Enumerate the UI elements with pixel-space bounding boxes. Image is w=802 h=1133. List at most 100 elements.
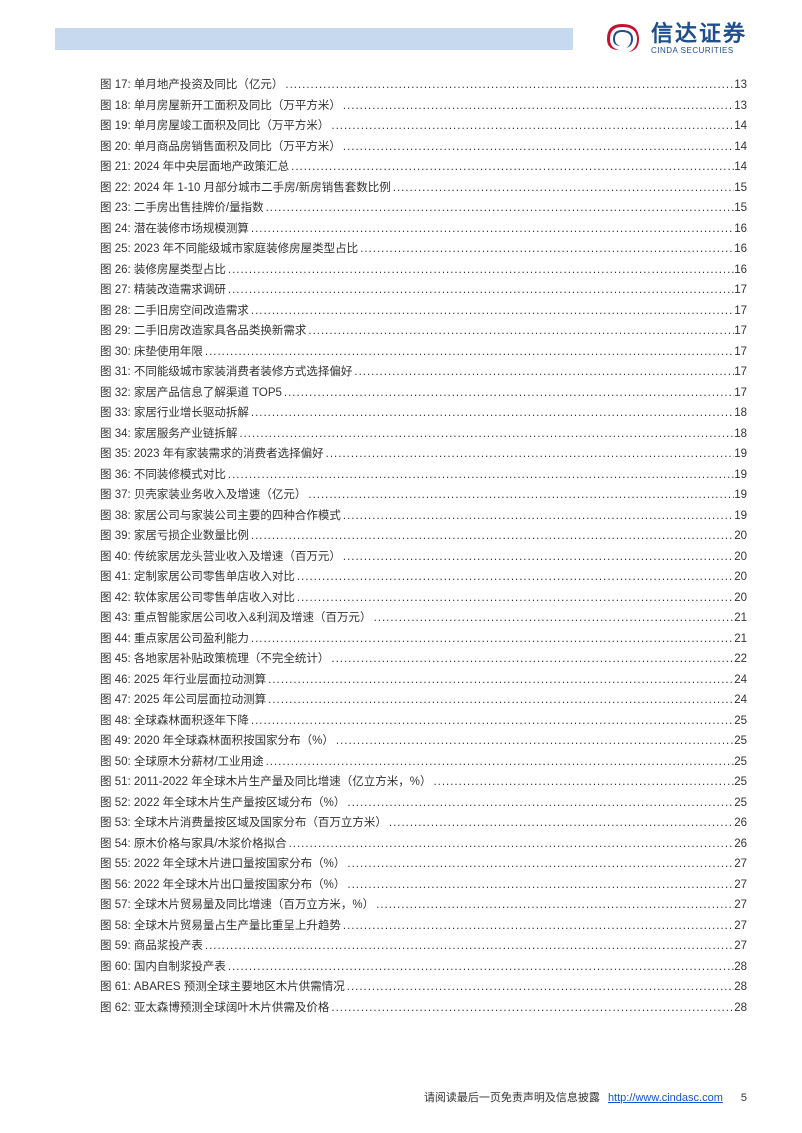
toc-leader-dots: ........................................… bbox=[237, 424, 734, 445]
toc-title: 全球木片贸易量及同比增速（百万立方米，%） bbox=[134, 895, 374, 916]
toc-figure-number: 图 52: bbox=[100, 793, 134, 814]
toc-figure-number: 图 61: bbox=[100, 977, 134, 998]
toc-page-number: 22 bbox=[734, 649, 747, 670]
toc-figure-number: 图 43: bbox=[100, 608, 134, 629]
toc-leader-dots: ........................................… bbox=[341, 96, 734, 117]
toc-page-number: 25 bbox=[734, 731, 747, 752]
toc-page-number: 27 bbox=[734, 875, 747, 896]
toc-title: 软体家居公司零售单店收入对比 bbox=[134, 588, 295, 609]
toc-title: 2022 年全球木片进口量按国家分布（%） bbox=[134, 854, 346, 875]
toc-figure-number: 图 18: bbox=[100, 96, 134, 117]
toc-page-number: 26 bbox=[734, 834, 747, 855]
toc-title: ABARES 预测全球主要地区木片供需情况 bbox=[134, 977, 345, 998]
toc-figure-number: 图 25: bbox=[100, 239, 134, 260]
toc-leader-dots: ........................................… bbox=[341, 506, 734, 527]
toc-leader-dots: ........................................… bbox=[249, 711, 734, 732]
toc-figure-number: 图 20: bbox=[100, 137, 134, 158]
toc-page-number: 17 bbox=[734, 321, 747, 342]
toc-leader-dots: ........................................… bbox=[282, 383, 734, 404]
toc-page-number: 13 bbox=[734, 75, 747, 96]
toc-leader-dots: ........................................… bbox=[345, 875, 734, 896]
toc-leader-dots: ........................................… bbox=[334, 731, 734, 752]
toc-leader-dots: ........................................… bbox=[329, 116, 734, 137]
toc-entry: 图 26: 装修房屋类型占比..........................… bbox=[100, 260, 747, 281]
toc-title: 单月房屋新开工面积及同比（万平方米） bbox=[134, 96, 341, 117]
toc-page-number: 25 bbox=[734, 711, 747, 732]
toc-title: 全球森林面积逐年下降 bbox=[134, 711, 249, 732]
toc-leader-dots: ........................................… bbox=[226, 465, 734, 486]
toc-page-number: 19 bbox=[734, 444, 747, 465]
toc-page-number: 21 bbox=[734, 629, 747, 650]
toc-leader-dots: ........................................… bbox=[226, 280, 734, 301]
toc-entry: 图 42: 软体家居公司零售单店收入对比....................… bbox=[100, 588, 747, 609]
toc-leader-dots: ........................................… bbox=[287, 834, 735, 855]
toc-title: 国内自制浆投产表 bbox=[134, 957, 226, 978]
toc-page-number: 25 bbox=[734, 793, 747, 814]
toc-leader-dots: ........................................… bbox=[295, 588, 734, 609]
toc-figure-number: 图 54: bbox=[100, 834, 134, 855]
toc-title: 二手房出售挂牌价/量指数 bbox=[134, 198, 264, 219]
toc-entry: 图 60: 国内自制浆投产表..........................… bbox=[100, 957, 747, 978]
toc-entry: 图 47: 2025 年公司层面拉动测算....................… bbox=[100, 690, 747, 711]
toc-leader-dots: ........................................… bbox=[329, 998, 734, 1019]
toc-entry: 图 40: 传统家居龙头营业收入及增速（百万元）................… bbox=[100, 547, 747, 568]
toc-figure-number: 图 29: bbox=[100, 321, 134, 342]
toc-title: 床垫使用年限 bbox=[134, 342, 203, 363]
footer-url[interactable]: http://www.cindasc.com bbox=[608, 1092, 723, 1104]
toc-page-number: 15 bbox=[734, 198, 747, 219]
toc-leader-dots: ........................................… bbox=[264, 198, 735, 219]
toc-entry: 图 31: 不同能级城市家装消费者装修方式选择偏好...............… bbox=[100, 362, 747, 383]
toc-page-number: 15 bbox=[734, 178, 747, 199]
toc-page-number: 25 bbox=[734, 772, 747, 793]
toc-leader-dots: ........................................… bbox=[249, 526, 734, 547]
toc-title: 2025 年公司层面拉动测算 bbox=[134, 690, 266, 711]
toc-figure-number: 图 49: bbox=[100, 731, 134, 752]
logo-cn: 信达证券 bbox=[651, 23, 747, 45]
toc-figure-number: 图 44: bbox=[100, 629, 134, 650]
logo-en: CINDA SECURITIES bbox=[651, 47, 747, 55]
toc-page-number: 17 bbox=[734, 362, 747, 383]
toc-entry: 图 54: 原木价格与家具/木浆价格拟合....................… bbox=[100, 834, 747, 855]
toc-leader-dots: ........................................… bbox=[226, 260, 734, 281]
toc-page-number: 19 bbox=[734, 485, 747, 506]
toc-page-number: 18 bbox=[734, 424, 747, 445]
toc-entry: 图 21: 2024 年中央层面地产政策汇总..................… bbox=[100, 157, 747, 178]
toc-entry: 图 44: 重点家居公司盈利能力........................… bbox=[100, 629, 747, 650]
toc-title: 装修房屋类型占比 bbox=[134, 260, 226, 281]
toc-leader-dots: ........................................… bbox=[358, 239, 734, 260]
toc-figure-number: 图 62: bbox=[100, 998, 134, 1019]
toc-figure-number: 图 42: bbox=[100, 588, 134, 609]
toc-title: 原木价格与家具/木浆价格拟合 bbox=[134, 834, 287, 855]
toc-entry: 图 32: 家居产品信息了解渠道 TOP5...................… bbox=[100, 383, 747, 404]
toc-page-number: 20 bbox=[734, 547, 747, 568]
toc-title: 2024 年 1-10 月部分城市二手房/新房销售套数比例 bbox=[134, 178, 391, 199]
toc-figure-number: 图 28: bbox=[100, 301, 134, 322]
toc-entry: 图 45: 各地家居补贴政策梳理（不完全统计）.................… bbox=[100, 649, 747, 670]
toc-title: 单月商品房销售面积及同比（万平方米） bbox=[134, 137, 341, 158]
toc-title: 家居行业增长驱动拆解 bbox=[134, 403, 249, 424]
toc-figure-number: 图 46: bbox=[100, 670, 134, 691]
toc-title: 全球原木分薪材/工业用途 bbox=[134, 752, 264, 773]
toc-entry: 图 57: 全球木片贸易量及同比增速（百万立方米，%）.............… bbox=[100, 895, 747, 916]
toc-figure-number: 图 53: bbox=[100, 813, 134, 834]
toc-page-number: 17 bbox=[734, 383, 747, 404]
toc-page-number: 14 bbox=[734, 157, 747, 178]
toc-title: 二手旧房改造家具各品类换新需求 bbox=[134, 321, 307, 342]
toc-leader-dots: ........................................… bbox=[341, 547, 734, 568]
toc-figure-number: 图 27: bbox=[100, 280, 134, 301]
toc-title: 传统家居龙头营业收入及增速（百万元） bbox=[134, 547, 341, 568]
toc-title: 家居亏损企业数量比例 bbox=[134, 526, 249, 547]
toc-page-number: 17 bbox=[734, 342, 747, 363]
toc-leader-dots: ........................................… bbox=[372, 608, 735, 629]
toc-page-number: 14 bbox=[734, 116, 747, 137]
toc-title: 2023 年不同能级城市家庭装修房屋类型占比 bbox=[134, 239, 358, 260]
toc-title: 重点家居公司盈利能力 bbox=[134, 629, 249, 650]
toc-leader-dots: ........................................… bbox=[226, 957, 734, 978]
footer: 请阅读最后一页免责声明及信息披露 http://www.cindasc.com … bbox=[424, 1089, 747, 1105]
toc-leader-dots: ........................................… bbox=[391, 178, 734, 199]
toc-page-number: 24 bbox=[734, 690, 747, 711]
toc-figure-number: 图 37: bbox=[100, 485, 134, 506]
toc-figure-number: 图 24: bbox=[100, 219, 134, 240]
toc-entry: 图 29: 二手旧房改造家具各品类换新需求...................… bbox=[100, 321, 747, 342]
toc-title: 亚太森博预测全球阔叶木片供需及价格 bbox=[134, 998, 330, 1019]
